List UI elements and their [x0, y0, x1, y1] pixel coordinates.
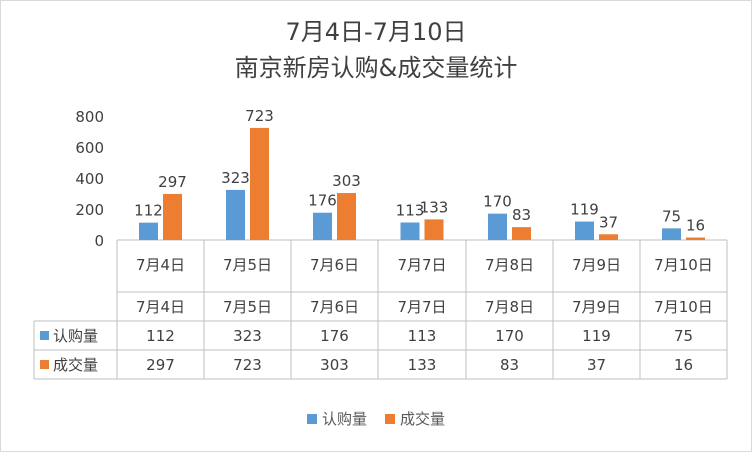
data-label-deal: 723	[245, 107, 274, 125]
table-header-cell: 7月4日	[136, 298, 185, 316]
x-tick-label: 7月6日	[310, 256, 359, 274]
table-header-cell: 7月9日	[572, 298, 621, 316]
table-cell: 176	[320, 327, 349, 345]
chart-title-line2: 南京新房认购&成交量统计	[234, 54, 518, 82]
x-tick-label: 7月7日	[397, 256, 446, 274]
legend-label-deal: 成交量	[400, 410, 446, 428]
bar-deal	[163, 193, 182, 240]
table-legend-key	[40, 331, 49, 340]
x-tick-label: 7月5日	[223, 256, 272, 274]
data-label-subscription: 119	[570, 201, 599, 219]
table-row-label: 认购量	[53, 327, 98, 345]
table-header-cell: 7月10日	[654, 298, 713, 316]
table-cell: 112	[146, 327, 175, 345]
bar-deal	[512, 227, 531, 240]
chart-legend: 认购量 成交量	[0, 408, 752, 429]
data-label-subscription: 113	[396, 201, 425, 219]
bar-deal	[424, 219, 444, 240]
table-cell: 37	[587, 356, 606, 374]
table-cell: 723	[233, 356, 262, 374]
data-label-subscription: 112	[134, 202, 163, 220]
data-label-subscription: 323	[221, 169, 250, 187]
table-cell: 83	[500, 356, 519, 374]
x-tick-label: 7月8日	[485, 256, 534, 274]
table-cell: 133	[408, 356, 437, 374]
bar-subscription	[139, 222, 158, 240]
table-cell: 303	[320, 356, 349, 374]
bar-subscription	[575, 221, 594, 240]
data-label-deal: 297	[158, 173, 187, 191]
bar-deal	[250, 127, 269, 240]
bar-deal	[337, 193, 356, 240]
table-cell: 16	[674, 356, 693, 374]
bar-subscription	[488, 213, 507, 240]
bar-subscription	[662, 228, 681, 240]
legend-label-subscription: 认购量	[321, 410, 367, 428]
table-legend-key	[40, 360, 49, 369]
data-label-deal: 133	[420, 198, 449, 216]
y-tick-label: 200	[75, 201, 104, 219]
x-tick-label: 7月9日	[572, 256, 621, 274]
y-tick-label: 0	[94, 232, 104, 250]
y-tick-label: 600	[75, 139, 104, 157]
legend-item-deal: 成交量	[385, 408, 445, 429]
table-header-cell: 7月6日	[310, 298, 359, 316]
bar-deal	[686, 237, 705, 240]
legend-item-subscription: 认购量	[306, 408, 367, 429]
legend-swatch-deal	[385, 413, 395, 424]
chart-title-line1: 7月4日-7月10日	[285, 18, 467, 46]
data-label-deal: 83	[512, 206, 531, 224]
bar-subscription	[313, 212, 332, 240]
table-cell: 113	[408, 327, 437, 345]
table-row-label: 成交量	[53, 356, 98, 374]
table-cell: 297	[146, 356, 175, 374]
table-cell: 75	[674, 327, 693, 345]
data-label-deal: 303	[332, 172, 361, 190]
bar-subscription	[226, 189, 245, 240]
table-header-cell: 7月8日	[485, 298, 534, 316]
y-tick-label: 400	[75, 170, 104, 188]
bar-subscription	[400, 222, 420, 240]
legend-swatch-subscription	[306, 413, 317, 424]
x-tick-label: 7月10日	[654, 256, 713, 274]
data-label-deal: 37	[599, 213, 618, 231]
table-header-cell: 7月7日	[397, 298, 446, 316]
x-tick-label: 7月4日	[136, 256, 185, 274]
table-cell: 323	[233, 327, 262, 345]
y-tick-label: 800	[75, 108, 104, 126]
data-label-subscription: 75	[662, 207, 681, 225]
data-label-deal: 16	[686, 217, 705, 235]
table-header-cell: 7月5日	[223, 298, 272, 316]
table-cell: 119	[582, 327, 611, 345]
bar-deal	[599, 234, 618, 240]
data-label-subscription: 176	[308, 192, 337, 210]
table-cell: 170	[495, 327, 524, 345]
data-label-subscription: 170	[483, 193, 512, 211]
